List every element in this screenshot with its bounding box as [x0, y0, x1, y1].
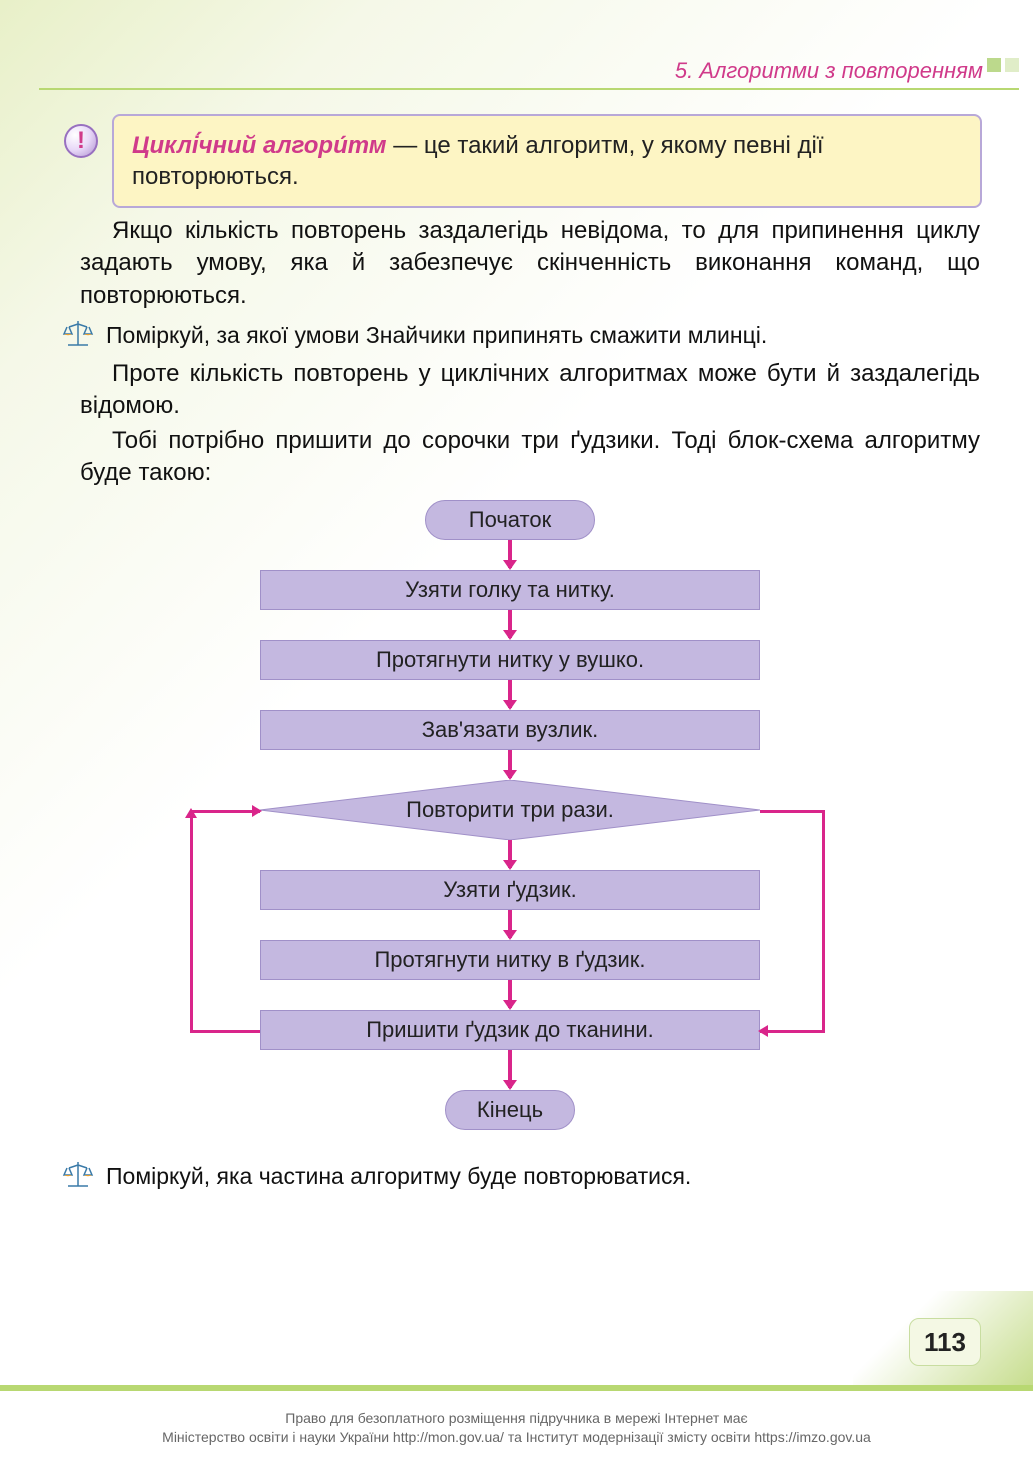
paragraph-3: Тобі потрібно пришити до сорочки три ґуд… — [80, 425, 980, 490]
scales-icon — [62, 318, 94, 350]
flow-loop-line — [760, 810, 825, 813]
attention-icon: ! — [64, 124, 98, 158]
flow-start: Початок — [425, 500, 595, 540]
flow-arrow — [508, 610, 512, 638]
flow-arrow — [508, 1050, 512, 1088]
flow-process-4: Узяти ґудзик. — [260, 870, 760, 910]
think-text-2: Поміркуй, яка частина алгоритму буде пов… — [106, 1163, 691, 1190]
paragraph-2: Проте кількість повторень у циклічних ал… — [80, 358, 980, 423]
chapter-title: 5. Алгоритми з повторенням — [675, 58, 983, 84]
flow-loop-line — [760, 1030, 825, 1033]
flow-process-5: Протягнути нитку в ґудзик. — [260, 940, 760, 980]
flow-loop-line — [822, 810, 825, 1033]
flow-decision: Повторити три рази. — [260, 780, 760, 840]
footer-line-2: Міністерство освіти і науки України http… — [0, 1428, 1033, 1448]
flow-loop-line — [190, 810, 193, 1033]
flow-process-1: Узяти голку та нитку. — [260, 570, 760, 610]
flow-arrow — [508, 910, 512, 938]
header-decoration — [987, 58, 1019, 72]
definition-box: Циклі́чний алгори́тм — це такий алгоритм… — [112, 114, 982, 208]
flow-arrow — [508, 540, 512, 568]
think-text-1: Поміркуй, за якої умови Знайчики припиня… — [106, 322, 767, 349]
footer-line-1: Право для безоплатного розміщення підруч… — [0, 1409, 1033, 1429]
flowchart: Початок Узяти голку та нитку. Протягнути… — [160, 500, 860, 1130]
flow-process-2: Протягнути нитку у вушко. — [260, 640, 760, 680]
footer: Право для безоплатного розміщення підруч… — [0, 1409, 1033, 1448]
flow-decision-label: Повторити три рази. — [260, 780, 760, 840]
flow-arrow — [508, 840, 512, 868]
flow-loop-line — [190, 1030, 260, 1033]
flow-process-6: Пришити ґудзик до тканини. — [260, 1010, 760, 1050]
page-number: 113 — [909, 1318, 981, 1366]
scales-icon — [62, 1159, 94, 1191]
flow-arrow — [508, 980, 512, 1008]
flow-arrow — [508, 750, 512, 778]
flow-process-3: Зав'язати вузлик. — [260, 710, 760, 750]
flow-loop-line — [190, 810, 260, 813]
flow-end: Кінець — [445, 1090, 575, 1130]
definition-term: Циклі́чний алгори́тм — [132, 132, 387, 159]
flow-arrow — [508, 680, 512, 708]
page-bar — [0, 1385, 1033, 1391]
header-underline — [39, 88, 1019, 90]
paragraph-1: Якщо кількість повторень заздалегідь нев… — [80, 215, 980, 312]
